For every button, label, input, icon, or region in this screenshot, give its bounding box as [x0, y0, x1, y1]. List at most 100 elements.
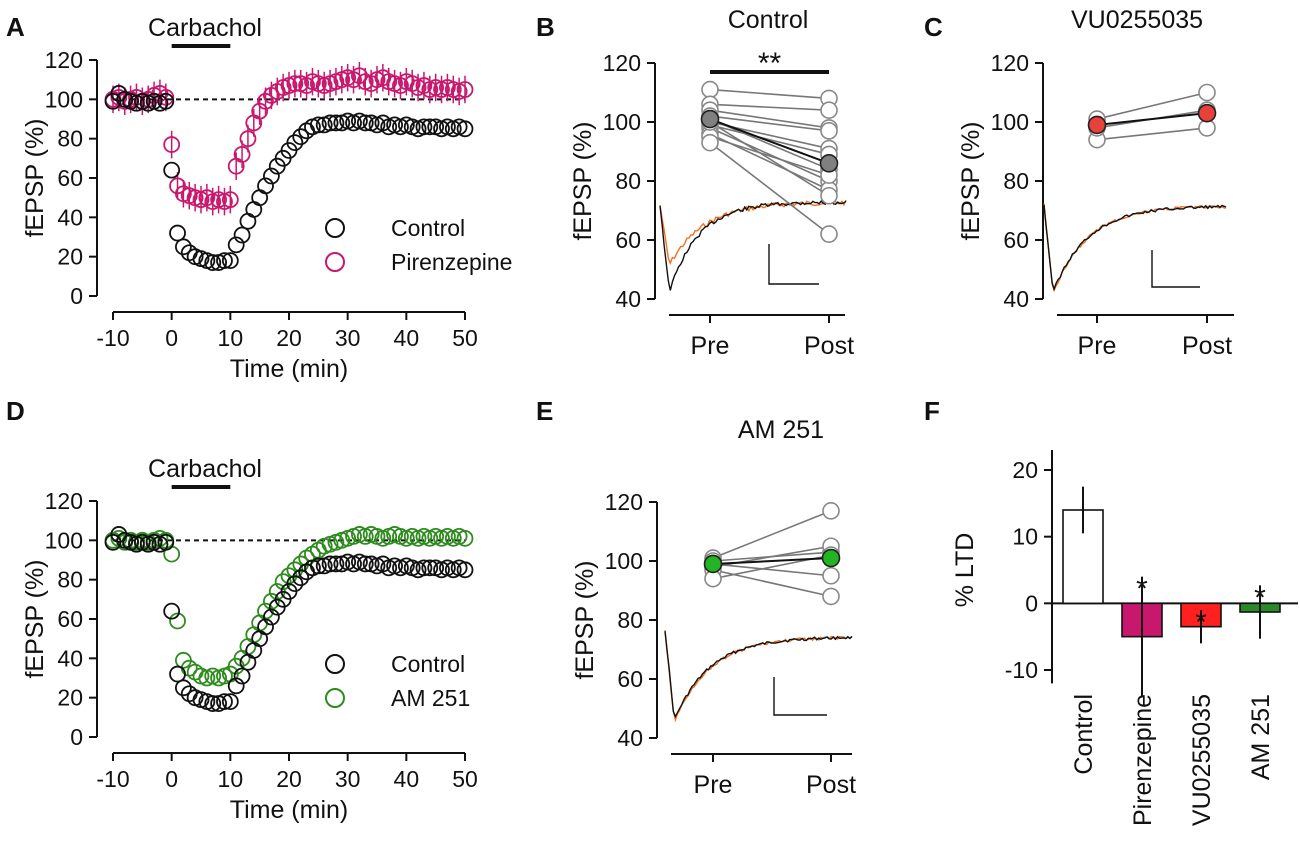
data-point-pirenzepine	[221, 191, 239, 209]
panel-letter-a: A	[6, 12, 25, 42]
data-point-control	[110, 85, 128, 102]
data-point-control	[233, 226, 251, 244]
data-point-pirenzepine	[239, 130, 257, 148]
individual-pair-line	[709, 127, 830, 182]
individual-pair-line	[712, 510, 832, 559]
data-point-control	[221, 252, 239, 270]
data-point-control	[286, 134, 304, 152]
data-point-control	[216, 693, 233, 710]
individual-pair-line	[709, 103, 830, 111]
data-point-control	[257, 177, 274, 195]
data-point-control	[239, 212, 257, 230]
data-point-control	[321, 114, 339, 132]
y-tick-label: 120	[605, 489, 643, 515]
y-tick-label: 20	[1012, 457, 1038, 483]
data-point-control	[286, 575, 304, 592]
y-tick-label: 80	[617, 607, 643, 633]
y-tick-label: 60	[617, 666, 643, 692]
individual-point-post	[820, 186, 838, 205]
panel-title: Control	[728, 6, 809, 34]
x-tick-label: -10	[96, 766, 129, 792]
data-point-control	[262, 167, 280, 185]
y-tick-label: 80	[57, 567, 83, 593]
data-point-control	[356, 114, 374, 132]
data-point-control	[251, 189, 269, 207]
y-tick-label: 20	[57, 244, 83, 270]
y-tick-label: 60	[57, 165, 83, 191]
y-axis-title: fEPSP (%)	[571, 560, 599, 679]
data-point-am-251	[169, 612, 186, 630]
mean-pair-line	[712, 557, 832, 565]
data-point-control	[292, 569, 310, 587]
y-axis-title: fEPSP (%)	[569, 121, 597, 240]
data-point-control	[321, 555, 339, 573]
data-point-control	[174, 679, 192, 697]
x-axis-title: Time (min)	[230, 355, 349, 383]
individual-pair-line	[709, 135, 830, 176]
panel-title: AM 251	[738, 416, 824, 444]
panel-c-paired-vu0255035: VU0255035 40 60 80 100 120 fEPSP (%) Pre Post	[957, 6, 1234, 360]
data-point-control	[110, 526, 128, 543]
mean-point-pre	[703, 554, 723, 574]
x-tick-label: 50	[452, 766, 478, 792]
individual-point-post	[820, 101, 838, 119]
panel-e-paired-am251: AM 251 40 60 80 100 120 fEPSP (%) Pre Post	[571, 416, 856, 799]
panel-f-ltd-bar-chart: -10 0 10 20 % LTD Control * Pirenzepine * VU02550…	[951, 450, 1298, 826]
individual-pair-line	[709, 121, 830, 197]
x-tick-label: Pre	[1078, 332, 1117, 360]
data-point-pirenzepine	[456, 81, 474, 98]
data-point-control	[421, 118, 439, 136]
data-point-control	[157, 92, 175, 110]
drug-label: Carbachol	[148, 455, 262, 483]
x-tick-label: 20	[276, 766, 302, 792]
y-tick-label: 40	[615, 286, 641, 312]
x-tick-label: Post	[1182, 332, 1232, 360]
data-point-control	[233, 667, 251, 685]
y-tick-label: 120	[45, 47, 83, 73]
panel-letter-b: B	[536, 12, 555, 42]
panel-d-timecourse-am251: 0 20 40 60 80 100 120 -10 0 10 20 30 40 50 Time (min) f…	[21, 455, 478, 824]
individual-pair-line	[709, 124, 830, 156]
data-point-control	[216, 252, 233, 270]
significance-label: *	[1136, 573, 1148, 606]
y-tick-label: 40	[57, 645, 83, 671]
data-point-pirenzepine	[163, 136, 181, 153]
panel-a-timecourse-pirenzepine: 0 20 40 60 80 100 120 -10 0 10 20 30 40 50 Time (min) f…	[21, 14, 512, 383]
panel-letter-d: D	[6, 396, 25, 426]
data-point-pirenzepine	[286, 75, 304, 92]
x-tick-label: Pre	[694, 771, 733, 799]
x-category-label: AM 251	[1247, 694, 1275, 780]
data-point-control	[415, 559, 433, 577]
data-point-control	[169, 224, 186, 242]
x-tick-label: Pre	[691, 332, 730, 360]
y-tick-label: -10	[1005, 657, 1038, 683]
data-point-control	[421, 559, 439, 577]
individual-pair-line	[709, 142, 830, 235]
x-tick-label: Post	[806, 771, 856, 799]
y-tick-label: 60	[57, 606, 83, 632]
data-point-pirenzepine	[251, 102, 269, 120]
data-point-pirenzepine	[257, 92, 274, 110]
y-tick-label: 20	[57, 685, 83, 711]
individual-pair-line	[709, 109, 830, 129]
data-point-control	[169, 665, 186, 683]
panel-b-paired-control: Control 40 60 80 100 120 fEPSP (%) Pre Post **	[569, 6, 854, 360]
x-category-label: VU0255035	[1188, 694, 1216, 826]
data-point-control	[257, 618, 274, 636]
x-tick-label: 40	[394, 325, 420, 351]
y-tick-label: 80	[1003, 168, 1029, 194]
data-point-control	[157, 533, 175, 551]
data-point-control	[327, 114, 345, 132]
individual-point-pre	[701, 80, 719, 99]
legend-label: Control	[391, 215, 465, 241]
x-tick-label: 30	[335, 766, 361, 792]
y-tick-label: 0	[1025, 590, 1038, 616]
y-tick-label: 100	[45, 527, 83, 553]
y-tick-label: 100	[605, 548, 643, 574]
mean-pair-line	[1096, 112, 1208, 126]
drug-label: Carbachol	[148, 14, 262, 42]
data-point-control	[415, 118, 433, 136]
example-trace-pre	[659, 199, 847, 266]
x-tick-label: Post	[804, 332, 854, 360]
legend-marker	[325, 218, 345, 238]
